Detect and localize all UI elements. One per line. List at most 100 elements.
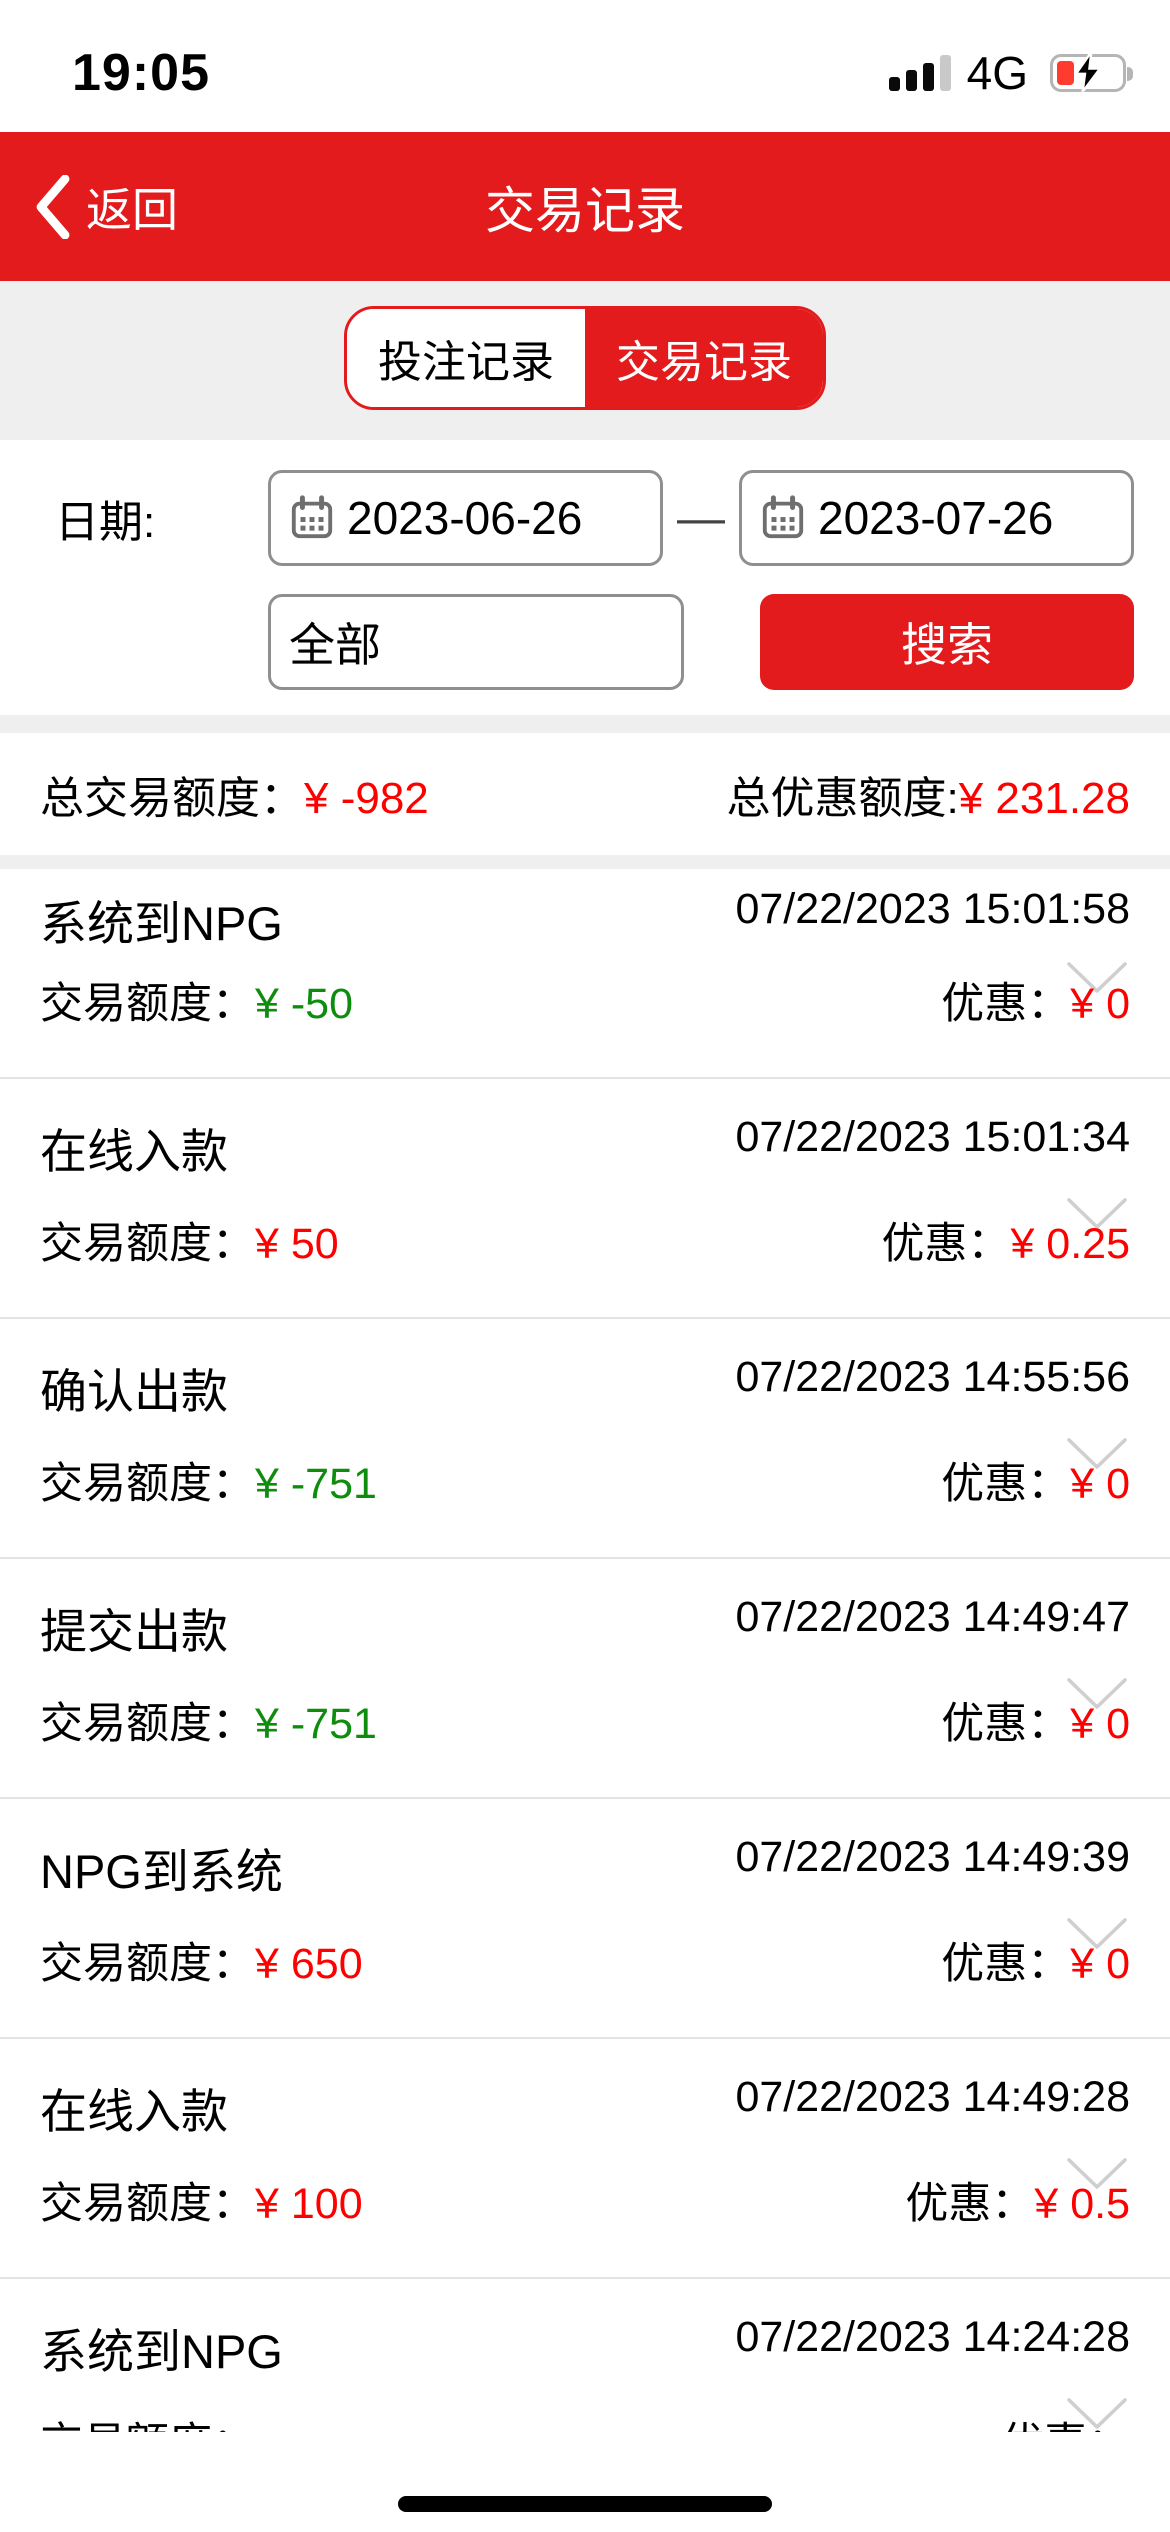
calendar-icon (291, 495, 333, 539)
transaction-item[interactable]: 在线入款 07/22/2023 14:49:28 交易额度：¥ 100 优惠：¥… (0, 2039, 1170, 2279)
status-bar-indicators: 4G (888, 46, 1133, 100)
date-from-value: 2023-06-26 (347, 492, 583, 544)
discount-value: ¥ 0.25 (1010, 1220, 1130, 1268)
discount-value: ¥ 0 (1070, 1940, 1130, 1988)
transaction-item[interactable]: NPG到系统 07/22/2023 14:49:39 交易额度：¥ 650 优惠… (0, 1799, 1170, 2039)
transaction-datetime: 07/22/2023 15:01:34 (735, 1113, 1130, 1161)
chevron-down-icon[interactable] (1066, 1677, 1128, 1711)
date-to-input[interactable]: 2023-07-26 (739, 470, 1134, 566)
type-select[interactable]: 全部 (268, 594, 684, 690)
amount-label: 交易额度： (40, 2180, 255, 2228)
transaction-amount: 交易额度： (40, 2409, 255, 2432)
clock: 19:05 (72, 44, 210, 102)
status-bar: 19:05 4G (0, 0, 1170, 132)
discount-label: 优惠： (941, 980, 1071, 1028)
amount-value: ¥ 650 (255, 1940, 363, 1988)
amount-value: ¥ -50 (255, 980, 354, 1028)
total-discount-label: 总优惠额度: (726, 774, 959, 823)
amount-label: 交易额度： (40, 1220, 255, 1268)
transaction-datetime: 07/22/2023 14:24:28 (735, 2313, 1130, 2361)
date-to-value: 2023-07-26 (818, 492, 1054, 544)
total-transaction-label: 总交易额度： (40, 774, 304, 823)
search-button[interactable]: 搜索 (760, 594, 1134, 690)
date-filter-label: 日期: (55, 498, 156, 547)
tab-bar-section: 投注记录 交易记录 (0, 281, 1170, 440)
transaction-amount: 交易额度：¥ 100 (40, 2169, 363, 2231)
date-from-input[interactable]: 2023-06-26 (268, 470, 663, 566)
chevron-down-icon[interactable] (1066, 2397, 1128, 2431)
transaction-amount: 交易额度：¥ -751 (40, 1689, 377, 1751)
nav-bar: 返回 交易记录 (0, 132, 1170, 281)
total-transaction: 总交易额度：¥ -982 (40, 762, 429, 826)
tab-transaction-records[interactable]: 交易记录 (585, 309, 823, 407)
section-divider (0, 715, 1170, 733)
transaction-discount: 优惠：¥ 0 (941, 1929, 1130, 1991)
transaction-list: 系统到NPG 07/22/2023 15:01:58 交易额度：¥ -50 优惠… (0, 869, 1170, 2432)
transaction-discount: 优惠：¥ 0 (941, 1689, 1130, 1751)
signal-strength-icon (888, 55, 951, 91)
amount-label: 交易额度： (40, 2420, 255, 2432)
transaction-item[interactable]: 确认出款 07/22/2023 14:55:56 交易额度：¥ -751 优惠：… (0, 1319, 1170, 1559)
amount-value: ¥ -751 (255, 1700, 377, 1748)
amount-value: ¥ 100 (255, 2180, 363, 2228)
transaction-discount: 优惠： (1001, 2409, 1130, 2432)
home-indicator[interactable] (398, 2496, 772, 2512)
tab-betting-records[interactable]: 投注记录 (347, 309, 585, 407)
transaction-datetime: 07/22/2023 14:49:28 (735, 2073, 1130, 2121)
chevron-down-icon[interactable] (1066, 961, 1128, 995)
date-range-separator: — (677, 491, 725, 545)
transaction-type: 确认出款 (40, 1365, 228, 1418)
transaction-amount: 交易额度：¥ 650 (40, 1929, 363, 1991)
amount-label: 交易额度： (40, 1460, 255, 1508)
transaction-datetime: 07/22/2023 14:55:56 (735, 1353, 1130, 1401)
amount-value: ¥ 50 (255, 1220, 339, 1268)
transaction-datetime: 07/22/2023 15:01:58 (735, 885, 1130, 933)
transaction-datetime: 07/22/2023 14:49:39 (735, 1833, 1130, 1881)
amount-label: 交易额度： (40, 980, 255, 1028)
discount-label: 优惠： (905, 2180, 1035, 2228)
transaction-discount: 优惠：¥ 0.5 (905, 2169, 1130, 2231)
transaction-amount: 交易额度：¥ -50 (40, 969, 353, 1031)
summary-row: 总交易额度：¥ -982 总优惠额度:¥ 231.28 (0, 733, 1170, 855)
transaction-discount: 优惠：¥ 0 (941, 969, 1130, 1031)
battery-cap (1127, 67, 1133, 81)
amount-label: 交易额度： (40, 1700, 255, 1748)
network-type-label: 4G (966, 47, 1028, 99)
discount-value: ¥ 0 (1070, 980, 1130, 1028)
chevron-down-icon[interactable] (1066, 1197, 1128, 1231)
chevron-left-icon (36, 174, 70, 239)
back-label: 返回 (86, 183, 178, 236)
chevron-down-icon[interactable] (1066, 2157, 1128, 2191)
battery-icon (1050, 51, 1133, 92)
transaction-item[interactable]: 提交出款 07/22/2023 14:49:47 交易额度：¥ -751 优惠：… (0, 1559, 1170, 1799)
total-discount: 总优惠额度:¥ 231.28 (726, 762, 1130, 826)
bottom-safe-area (0, 2432, 1170, 2532)
discount-label: 优惠： (941, 1940, 1071, 1988)
transaction-item[interactable]: 系统到NPG 07/22/2023 14:24:28 交易额度： 优惠： (0, 2279, 1170, 2432)
discount-label: 优惠： (881, 1220, 1011, 1268)
discount-label: 优惠： (941, 1700, 1071, 1748)
back-button[interactable]: 返回 (0, 174, 178, 240)
chevron-down-icon[interactable] (1066, 1917, 1128, 1951)
transaction-discount: 优惠：¥ 0 (941, 1449, 1130, 1511)
discount-value: ¥ 0 (1070, 1700, 1130, 1748)
transaction-type: 在线入款 (40, 1125, 228, 1178)
transaction-item[interactable]: 在线入款 07/22/2023 15:01:34 交易额度：¥ 50 优惠：¥ … (0, 1079, 1170, 1319)
discount-label: 优惠： (1001, 2420, 1130, 2432)
type-select-value: 全部 (289, 619, 381, 671)
section-divider (0, 855, 1170, 869)
transaction-amount: 交易额度：¥ 50 (40, 1209, 339, 1271)
chevron-down-icon[interactable] (1066, 1437, 1128, 1471)
charging-bolt-icon (1075, 51, 1101, 92)
transaction-type: NPG到系统 (40, 1845, 283, 1898)
transaction-discount: 优惠：¥ 0.25 (881, 1209, 1130, 1271)
calendar-icon (762, 495, 804, 539)
transaction-datetime: 07/22/2023 14:49:47 (735, 1593, 1130, 1641)
total-discount-value: ¥ 231.28 (958, 774, 1130, 823)
discount-value: ¥ 0.5 (1034, 2180, 1130, 2228)
filter-panel: 日期: 2023-06-26 — 2023-07-26 全 (0, 440, 1170, 715)
transaction-item[interactable]: 系统到NPG 07/22/2023 15:01:58 交易额度：¥ -50 优惠… (0, 869, 1170, 1079)
transaction-type: 系统到NPG (40, 897, 283, 950)
amount-value: ¥ -751 (255, 1460, 377, 1508)
record-type-toggle: 投注记录 交易记录 (344, 306, 826, 410)
